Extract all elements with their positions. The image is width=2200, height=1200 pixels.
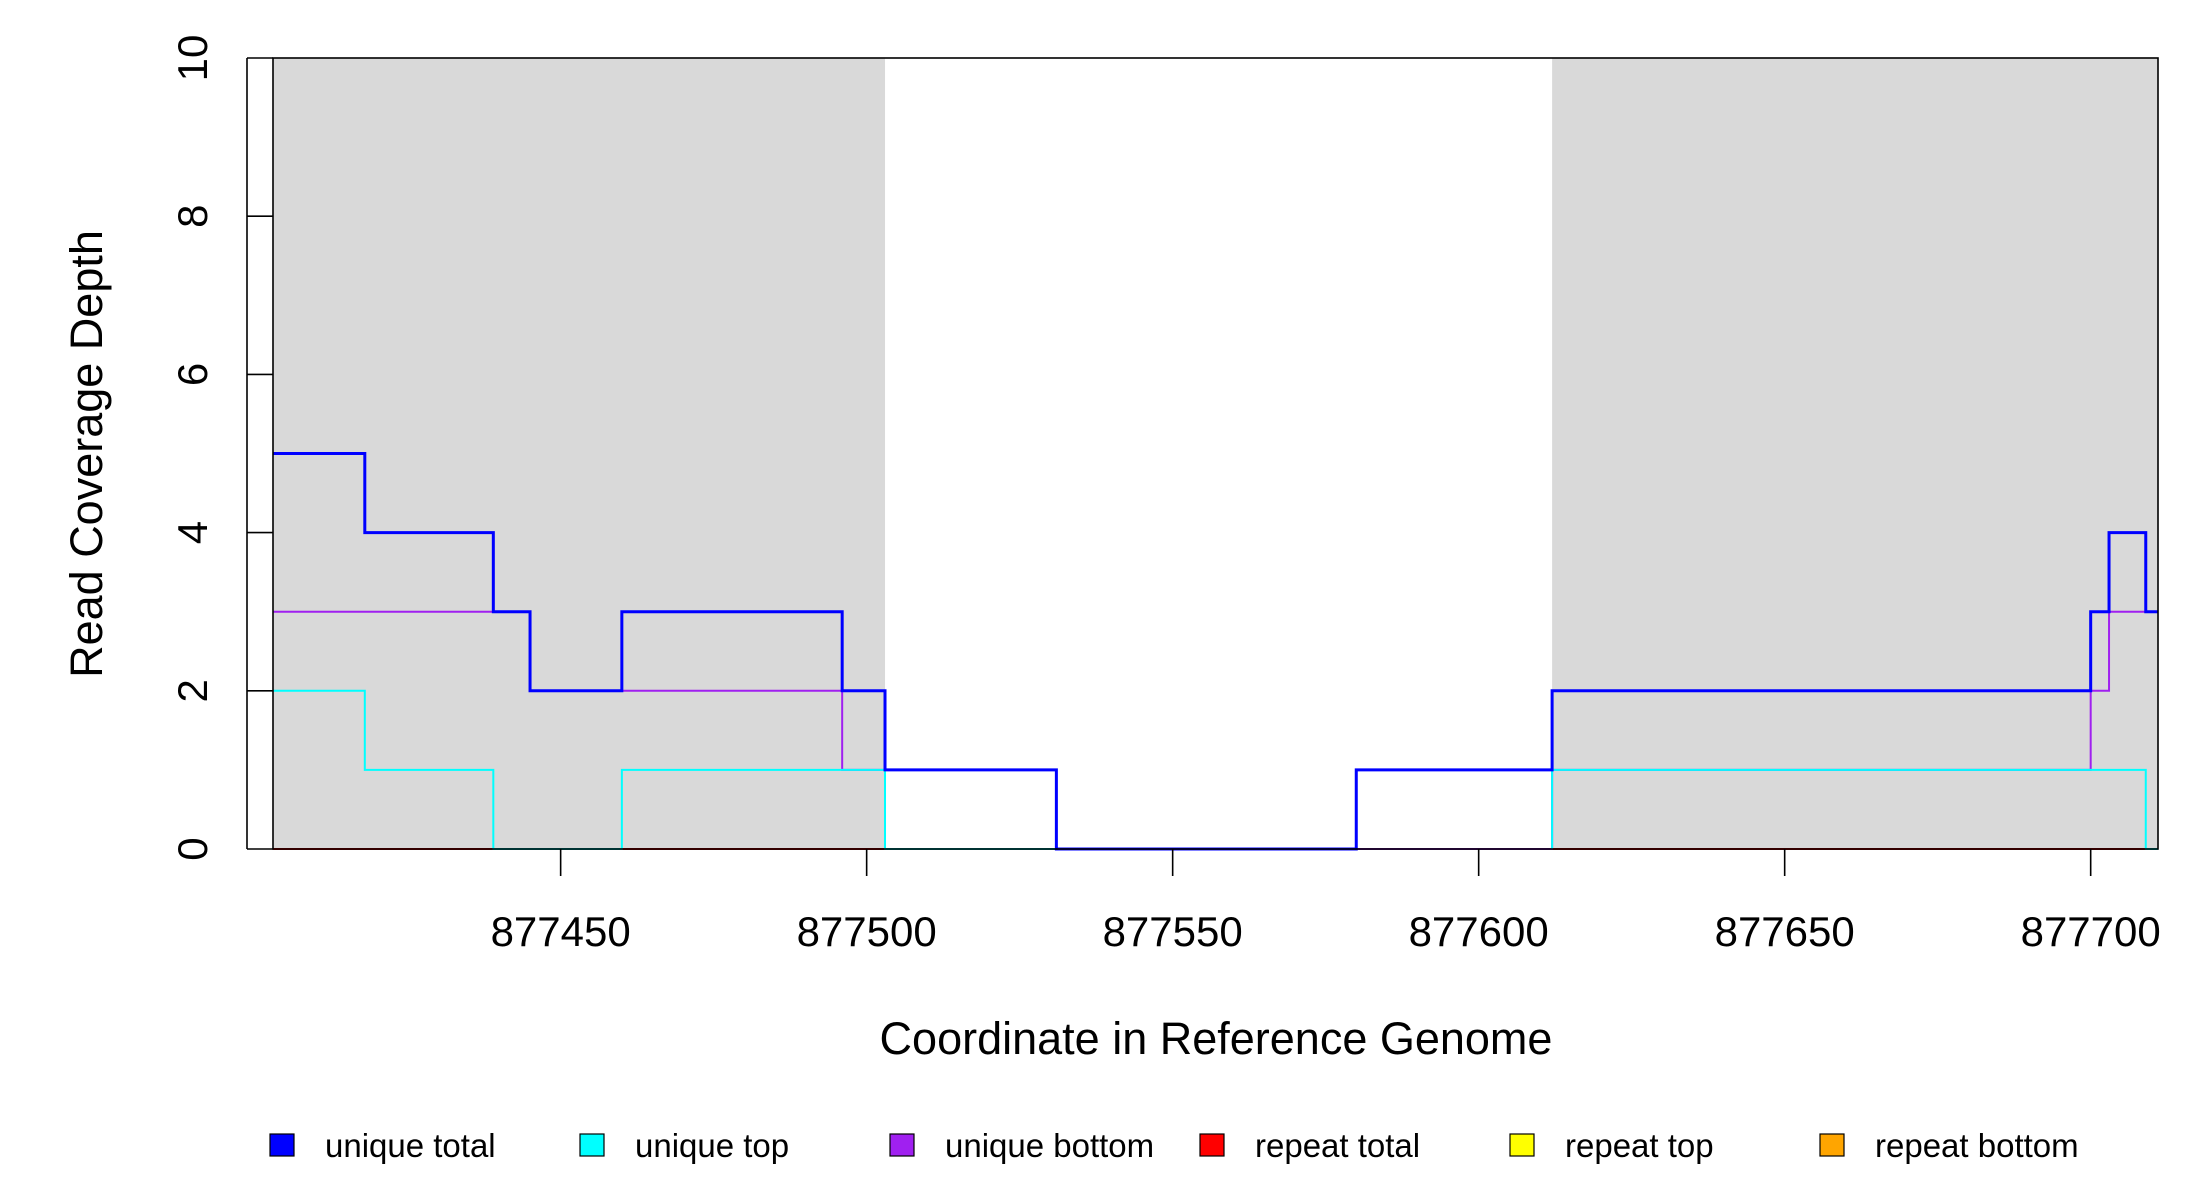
legend-swatch [1199,1133,1225,1157]
x-tick-label: 877550 [1103,908,1243,955]
series-unique-total [273,452,2158,851]
x-tick-label: 877600 [1409,908,1549,955]
legend-label: unique total [325,1127,496,1164]
y-tick-label: 0 [169,837,216,860]
legend: unique total unique top unique bottom repea… [269,1127,2079,1164]
legend-label: repeat bottom [1875,1127,2079,1164]
legend-item-unique-total: unique total [269,1127,496,1164]
plot-frame [272,57,2159,850]
legend-label: unique top [635,1127,789,1164]
legend-label: repeat top [1565,1127,1714,1164]
legend-swatch [269,1133,295,1157]
y-tick-label: 8 [169,205,216,228]
x-axis: 877450 877500 877550 877600 877650 877700 [491,849,2161,955]
y-axis: 0 2 4 6 8 10 [169,35,273,861]
legend-swatch [579,1133,605,1157]
legend-item-unique-top: unique top [579,1127,789,1164]
legend-label: repeat total [1255,1127,1420,1164]
y-tick-label: 10 [169,35,216,82]
x-tick-label: 877450 [491,908,631,955]
legend-swatch [1819,1133,1845,1157]
legend-item-repeat-total: repeat total [1199,1127,1420,1164]
y-axis-title: Read Coverage Depth [61,230,112,678]
legend-item-repeat-bottom: repeat bottom [1819,1127,2079,1164]
x-tick-label: 877500 [797,908,937,955]
y-tick-label: 6 [169,363,216,386]
x-tick-label: 877700 [2021,908,2161,955]
shaded-region-2 [1552,58,2158,849]
x-tick-label: 877650 [1715,908,1855,955]
legend-item-repeat-top: repeat top [1509,1127,1714,1164]
legend-swatch [889,1133,915,1157]
shaded-regions [273,58,2158,849]
shaded-region-1 [273,58,886,849]
y-tick-label: 2 [169,679,216,702]
legend-label: unique bottom [945,1127,1154,1164]
legend-item-unique-bottom: unique bottom [889,1127,1154,1164]
x-axis-title: Coordinate in Reference Genome [880,1013,1553,1064]
legend-swatch [1509,1133,1535,1157]
y-tick-label: 4 [169,521,216,544]
